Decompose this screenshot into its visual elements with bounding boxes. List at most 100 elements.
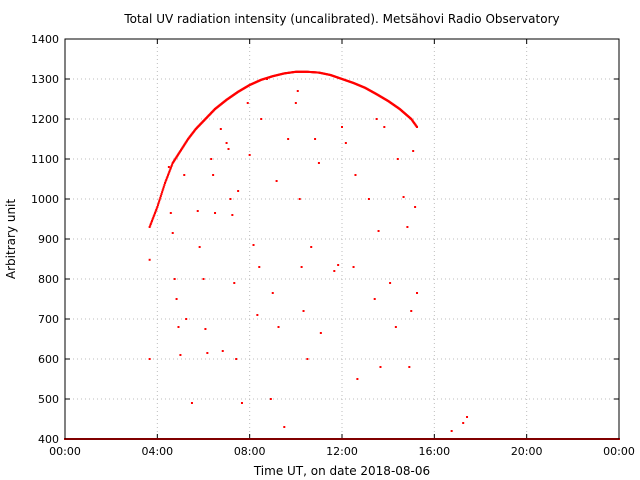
scatter-point <box>265 78 268 80</box>
scatter-point <box>414 206 417 208</box>
envelope-point <box>161 189 164 192</box>
scatter-point <box>450 430 453 432</box>
scatter-point <box>287 138 290 140</box>
x-tick-label: 00:00 <box>49 445 81 458</box>
scatter-point <box>462 422 465 424</box>
scatter-point <box>367 198 370 200</box>
scatter-point <box>175 298 178 300</box>
scatter-point <box>373 298 376 300</box>
scatter-point <box>206 352 209 354</box>
scatter-point <box>212 174 215 176</box>
envelope-point <box>159 194 162 197</box>
scatter-point <box>354 174 357 176</box>
envelope-point <box>169 166 172 169</box>
envelope-point <box>165 178 168 181</box>
scatter-point <box>235 358 238 360</box>
scatter-point <box>275 180 278 182</box>
scatter-point <box>306 358 309 360</box>
scatter-point <box>379 366 382 368</box>
envelope-point <box>150 221 153 224</box>
envelope-point <box>164 180 167 183</box>
scatter-point <box>302 310 305 312</box>
scatter-point <box>148 358 151 360</box>
scatter-point <box>352 266 355 268</box>
scatter-point <box>225 142 228 144</box>
scatter-point <box>237 190 240 192</box>
scatter-point <box>341 126 343 128</box>
scatter-point <box>402 196 405 198</box>
envelope-point <box>166 175 169 178</box>
scatter-point <box>169 212 172 214</box>
envelope-point <box>166 174 169 177</box>
scatter-point <box>183 174 186 176</box>
scatter-point <box>298 198 301 200</box>
envelope-point <box>167 172 170 175</box>
scatter-point <box>179 354 182 356</box>
scatter-point <box>466 416 469 418</box>
scatter-point <box>314 138 317 140</box>
plot-frame <box>64 38 620 440</box>
y-tick-label: 700 <box>38 313 59 326</box>
scatter-point <box>246 102 249 104</box>
scatter-point <box>337 264 340 266</box>
x-tick-label: 04:00 <box>141 445 173 458</box>
y-tick-label: 1400 <box>31 33 59 46</box>
y-tick-label: 1000 <box>31 193 59 206</box>
scatter-point <box>271 292 274 294</box>
envelope-point <box>149 222 152 225</box>
envelope-point <box>155 209 158 212</box>
scatter-point <box>389 282 392 284</box>
scatter-point <box>377 230 380 232</box>
y-tick-label: 900 <box>38 233 59 246</box>
scatter-point <box>408 366 411 368</box>
scatter-point <box>319 332 322 334</box>
y-tick-label: 1200 <box>31 113 59 126</box>
scatter-point <box>204 328 207 330</box>
envelope-point <box>161 191 164 194</box>
chart-title: Total UV radiation intensity (uncalibrat… <box>123 12 559 26</box>
scatter-point <box>214 212 217 214</box>
y-tick-label: 500 <box>38 393 59 406</box>
envelope-point <box>152 215 155 218</box>
envelope-point <box>169 168 172 171</box>
scatter-point <box>227 148 230 150</box>
scatter-point <box>196 210 199 212</box>
scatter-point <box>294 102 297 104</box>
scatter-point <box>190 402 193 404</box>
scatter-point <box>173 278 176 280</box>
scatter-point <box>229 198 232 200</box>
grid-lines <box>65 39 619 439</box>
scatter-point <box>375 118 378 120</box>
envelope-point <box>171 163 174 166</box>
scatter-point <box>269 398 272 400</box>
scatter-point <box>283 426 286 428</box>
envelope-point <box>162 185 165 188</box>
scatter-point <box>210 158 213 160</box>
y-tick-label: 800 <box>38 273 59 286</box>
envelope-point <box>165 177 168 180</box>
scatter-point <box>248 154 251 156</box>
envelope-point <box>157 202 160 205</box>
envelope-point <box>155 207 158 210</box>
scatter-point <box>396 158 399 160</box>
x-tick-label: 12:00 <box>326 445 358 458</box>
envelope-point <box>164 182 167 184</box>
x-tick-label: 08:00 <box>234 445 266 458</box>
scatter-point <box>177 326 180 328</box>
envelope-point <box>168 171 171 174</box>
y-tick-label: 1100 <box>31 153 59 166</box>
scatter-point <box>317 162 320 164</box>
envelope-point <box>160 193 163 196</box>
scatter-point <box>406 226 409 228</box>
envelope-point <box>153 213 156 216</box>
scatter-point <box>310 246 313 248</box>
scatter-point <box>410 310 413 312</box>
y-tick-label: 400 <box>38 433 59 446</box>
x-tick-label: 00:00 <box>603 445 635 458</box>
x-tick-label: 20:00 <box>511 445 543 458</box>
scatter-point <box>167 166 170 168</box>
scatter-point <box>300 266 303 268</box>
y-tick-label: 600 <box>38 353 59 366</box>
scatter-point <box>356 378 359 380</box>
